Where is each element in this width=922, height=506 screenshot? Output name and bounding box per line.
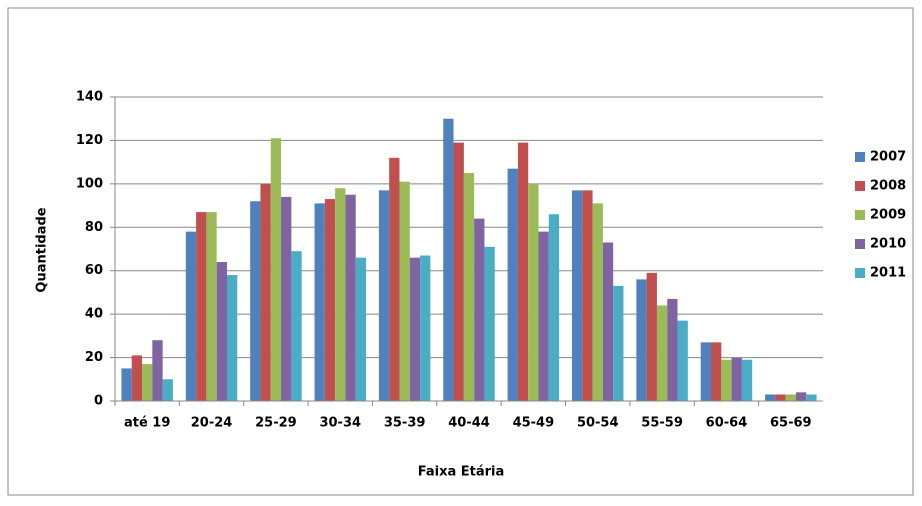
- bar: [453, 142, 464, 401]
- legend-label: 2008: [870, 179, 906, 194]
- bar: [571, 190, 583, 401]
- bar: [250, 201, 261, 401]
- bar: [507, 168, 518, 401]
- bar: [463, 173, 475, 401]
- bar: [162, 379, 173, 401]
- x-tick-label: 45-49: [513, 416, 555, 431]
- bar: [142, 364, 153, 401]
- bar: [582, 190, 593, 401]
- x-tick-label: até 19: [124, 416, 170, 431]
- bar: [291, 251, 302, 401]
- bar: [602, 242, 614, 401]
- bar: [335, 188, 346, 401]
- legend-swatch: [855, 268, 865, 278]
- bar: [389, 157, 400, 401]
- bar: [528, 183, 539, 401]
- legend-label: 2011: [870, 266, 906, 281]
- x-tick-label: 60-64: [706, 416, 748, 431]
- bar: [806, 394, 817, 401]
- bar: [677, 320, 688, 401]
- bar: [260, 183, 271, 401]
- bar: [226, 275, 238, 401]
- legend-swatch: [855, 152, 865, 162]
- bar: [613, 285, 624, 401]
- bar: [548, 214, 560, 401]
- bar: [270, 138, 282, 401]
- bar: [206, 212, 217, 401]
- y-tick-label: 140: [76, 90, 103, 105]
- bar: [281, 196, 292, 401]
- bar: [185, 231, 197, 401]
- bar: [667, 298, 678, 401]
- bar: [484, 246, 495, 401]
- bar: [152, 340, 163, 401]
- y-tick-label: 60: [85, 263, 103, 278]
- y-tick-label: 80: [85, 220, 103, 235]
- bar: [314, 203, 325, 401]
- bar: [355, 257, 367, 401]
- bar: [711, 342, 722, 401]
- legend-swatch: [855, 210, 865, 220]
- y-tick-label: 20: [85, 350, 103, 365]
- bar: [636, 279, 647, 401]
- bar: [775, 394, 786, 401]
- bar: [765, 394, 776, 401]
- bar: [409, 257, 421, 401]
- bar: [216, 262, 227, 401]
- bar: [538, 231, 549, 401]
- y-tick-label: 40: [85, 307, 103, 322]
- bar: [345, 194, 356, 401]
- bar: [656, 305, 668, 401]
- bar: [196, 212, 207, 401]
- y-tick-label: 0: [94, 394, 103, 409]
- x-tick-label: 35-39: [384, 416, 426, 431]
- x-tick-label: 40-44: [448, 416, 490, 431]
- bar: [741, 359, 753, 401]
- bar: [721, 359, 732, 401]
- legend-label: 2007: [870, 150, 906, 165]
- bar: [131, 355, 143, 401]
- x-tick-label: 20-24: [191, 416, 233, 431]
- x-tick-label: 30-34: [319, 416, 361, 431]
- bar: [324, 199, 336, 401]
- bar: [443, 118, 454, 401]
- bar: [731, 357, 742, 401]
- bar: [378, 190, 390, 401]
- x-tick-label: 50-54: [577, 416, 619, 431]
- legend-swatch: [855, 239, 865, 249]
- bar: [592, 203, 603, 401]
- bar: [121, 368, 132, 401]
- bar: [795, 392, 807, 401]
- bar: [700, 342, 712, 401]
- x-tick-label: 65-69: [770, 416, 812, 431]
- bar: [785, 394, 796, 401]
- y-tick-label: 100: [76, 176, 103, 191]
- bar: [420, 255, 431, 401]
- bar: [474, 218, 485, 401]
- bar: [517, 142, 529, 401]
- bar: [399, 181, 410, 401]
- y-tick-label: 120: [76, 133, 103, 148]
- bar: [646, 272, 657, 401]
- x-axis-label: Faixa Etária: [418, 465, 505, 480]
- x-tick-label: 25-29: [255, 416, 297, 431]
- legend-label: 2010: [870, 237, 906, 252]
- x-tick-label: 55-59: [641, 416, 683, 431]
- legend-swatch: [855, 181, 865, 191]
- y-axis-label: Quantidade: [35, 207, 50, 292]
- legend-label: 2009: [870, 208, 906, 223]
